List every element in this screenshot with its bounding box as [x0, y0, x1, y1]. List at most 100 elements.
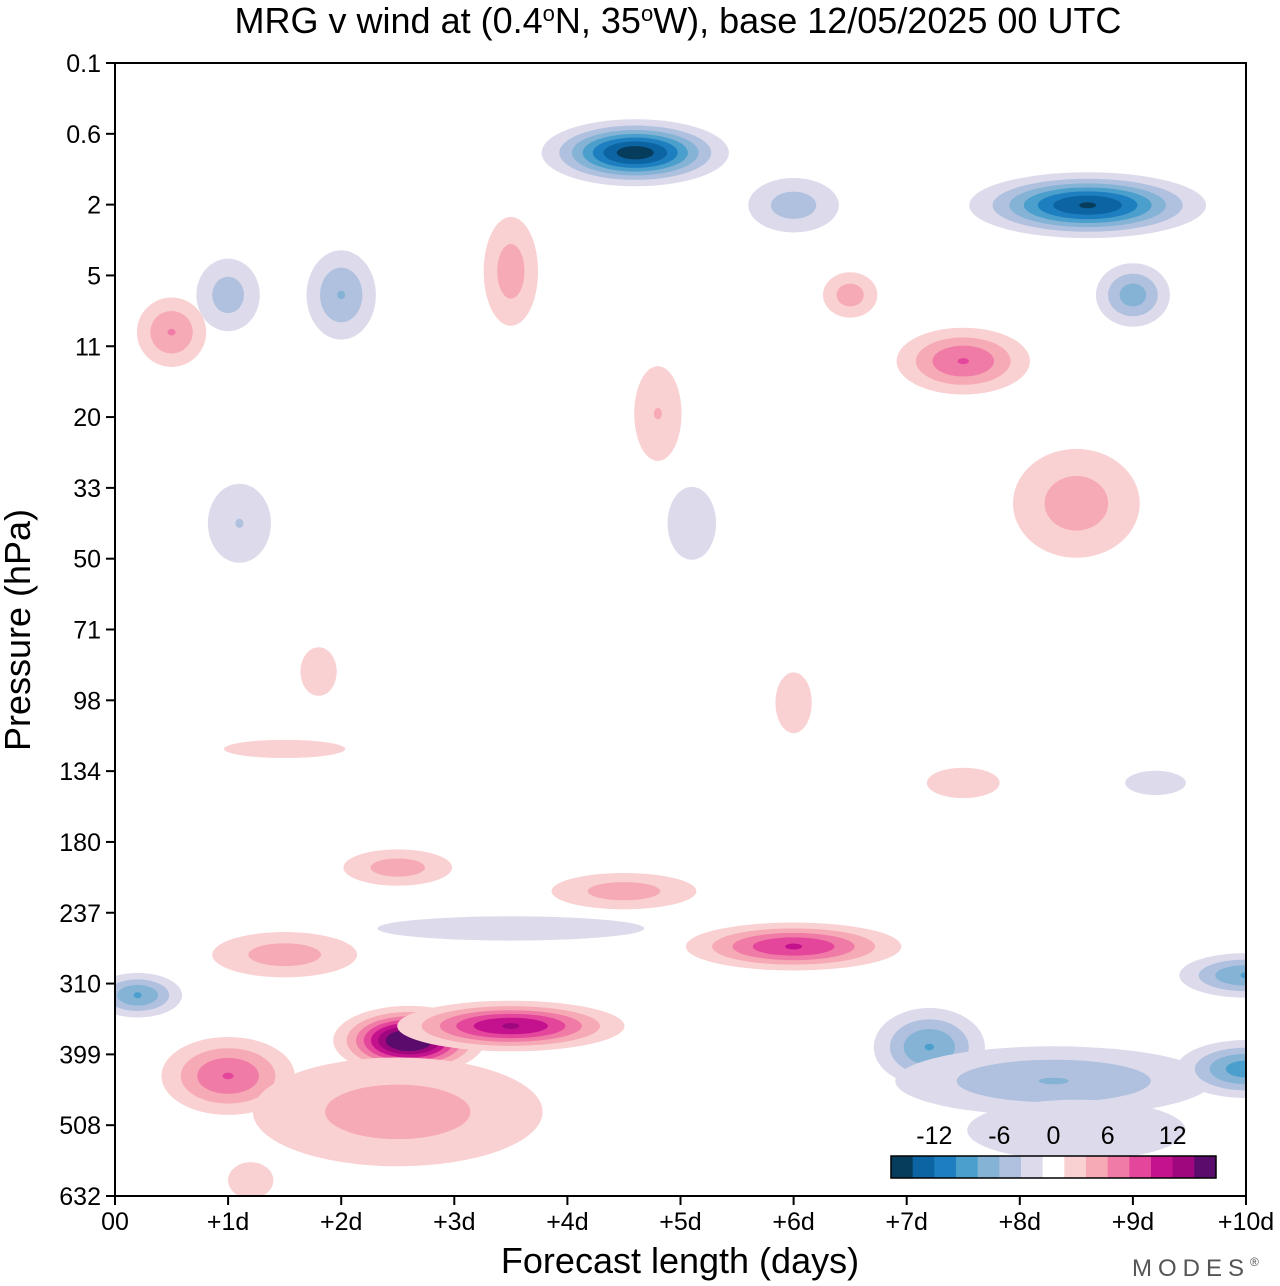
positive-wind-anomaly: [685, 922, 902, 971]
positive-wind-anomaly: [228, 1162, 274, 1196]
negative-wind-anomaly: [667, 486, 717, 560]
negative-wind-anomaly: [1179, 953, 1246, 998]
y-tick-label: 71: [73, 617, 101, 645]
contour-band: [1079, 202, 1097, 209]
contour-band: [775, 672, 812, 734]
positive-wind-anomaly: [300, 647, 337, 696]
contour-band: [222, 1072, 234, 1080]
positive-wind-anomaly: [551, 873, 697, 910]
colorbar-label: -12: [916, 1122, 952, 1150]
modes-logo: MODES®: [1132, 1255, 1265, 1282]
colorbar-swatch: [912, 1156, 935, 1178]
contour-band: [224, 739, 346, 759]
x-tick-label: 00: [101, 1208, 129, 1236]
negative-wind-anomaly: [969, 172, 1207, 239]
positive-wind-anomaly: [343, 849, 453, 886]
contour-band: [667, 486, 717, 560]
positive-wind-anomaly: [896, 327, 1030, 395]
colorbar-label: 0: [1047, 1122, 1061, 1150]
chart-title: MRG v wind at (0.4oN, 35oW), base 12/05/…: [235, 0, 1122, 41]
contour-band: [770, 191, 817, 219]
negative-wind-anomaly: [196, 258, 260, 332]
contour-band: [133, 992, 142, 999]
contour-band: [235, 518, 244, 529]
contour-band: [957, 358, 969, 365]
negative-wind-anomaly: [377, 916, 645, 941]
contour-band: [616, 146, 654, 160]
y-tick-label: 632: [59, 1183, 101, 1211]
negative-wind-anomaly: [541, 119, 729, 187]
colorbar: -12 -6 0 6 12: [890, 1122, 1217, 1179]
x-tick-label: +6d: [772, 1208, 814, 1236]
colorbar-label: -6: [988, 1122, 1010, 1150]
colorbar-swatch: [1042, 1156, 1065, 1178]
x-tick-label: +8d: [999, 1208, 1041, 1236]
negative-wind-anomaly: [895, 1046, 1213, 1116]
x-tick-label: +4d: [546, 1208, 588, 1236]
contour-band: [924, 1043, 935, 1051]
negative-wind-anomaly: [748, 178, 839, 233]
colorbar-swatch: [1129, 1156, 1152, 1178]
positive-wind-anomaly: [926, 767, 1000, 799]
y-tick-label: 310: [59, 971, 101, 999]
negative-wind-anomaly: [115, 972, 183, 1018]
contour-band: [370, 858, 426, 877]
positive-wind-anomaly: [212, 932, 358, 978]
contour-field: [115, 119, 1246, 1196]
contour-band: [1215, 965, 1246, 986]
y-tick-label: 98: [73, 687, 101, 715]
colorbar-swatch: [1151, 1156, 1174, 1178]
x-tick-label: +1d: [207, 1208, 249, 1236]
contour-band: [1044, 476, 1109, 531]
contour-band: [1125, 770, 1186, 796]
contour-band: [926, 767, 1000, 799]
x-tick-label: +10d: [1218, 1208, 1274, 1236]
y-tick-label: 237: [59, 900, 101, 928]
colorbar-swatch: [1086, 1156, 1109, 1178]
positive-wind-anomaly: [136, 297, 207, 367]
contour-band: [1240, 972, 1246, 979]
contour-band: [228, 1162, 274, 1196]
colorbar-swatch: [1172, 1156, 1195, 1178]
negative-wind-anomaly: [207, 483, 271, 563]
contour-band: [967, 1099, 1186, 1161]
contour-band: [1038, 1077, 1069, 1085]
negative-wind-anomaly: [1095, 263, 1170, 327]
positive-wind-anomaly: [397, 1000, 625, 1052]
negative-wind-anomaly: [306, 250, 376, 340]
positive-wind-anomaly: [634, 366, 682, 462]
contour-band: [337, 290, 346, 300]
positive-wind-anomaly: [1012, 448, 1140, 558]
negative-wind-anomaly: [1125, 770, 1186, 796]
colorbar-label: 6: [1101, 1122, 1115, 1150]
colorbar-swatch: [934, 1156, 957, 1178]
y-tick-label: 180: [59, 829, 101, 857]
y-tick-label: 2: [87, 192, 101, 220]
y-axis-label: Pressure (hPa): [0, 509, 38, 751]
contour-band: [300, 647, 337, 696]
x-axis: 00 +1d +2d +3d +4d +5d +6d +7d +8d +9d +10d: [101, 1196, 1274, 1236]
negative-wind-anomaly: [967, 1099, 1186, 1161]
contour-band: [248, 943, 321, 967]
x-tick-label: +9d: [1112, 1208, 1154, 1236]
contour-band: [1225, 1060, 1246, 1078]
colorbar-swatch: [977, 1156, 1000, 1178]
contour-band: [587, 882, 661, 901]
positive-wind-anomaly: [822, 272, 878, 318]
colorbar-swatch: [1021, 1156, 1044, 1178]
y-tick-label: 33: [73, 475, 101, 503]
contour-band: [212, 276, 245, 314]
y-tick-label: 11: [75, 333, 101, 361]
y-tick-label: 50: [73, 546, 101, 574]
y-tick-label: 134: [59, 758, 101, 786]
y-tick-label: 0.1: [66, 50, 101, 78]
colorbar-swatch: [1107, 1156, 1130, 1178]
y-tick-label: 0.6: [66, 121, 101, 149]
colorbar-swatch: [1194, 1156, 1217, 1178]
contour-band: [377, 916, 645, 941]
contour-band: [653, 407, 662, 420]
colorbar-swatch: [956, 1156, 979, 1178]
y-tick-label: 20: [73, 404, 101, 432]
contour-band: [785, 943, 803, 950]
